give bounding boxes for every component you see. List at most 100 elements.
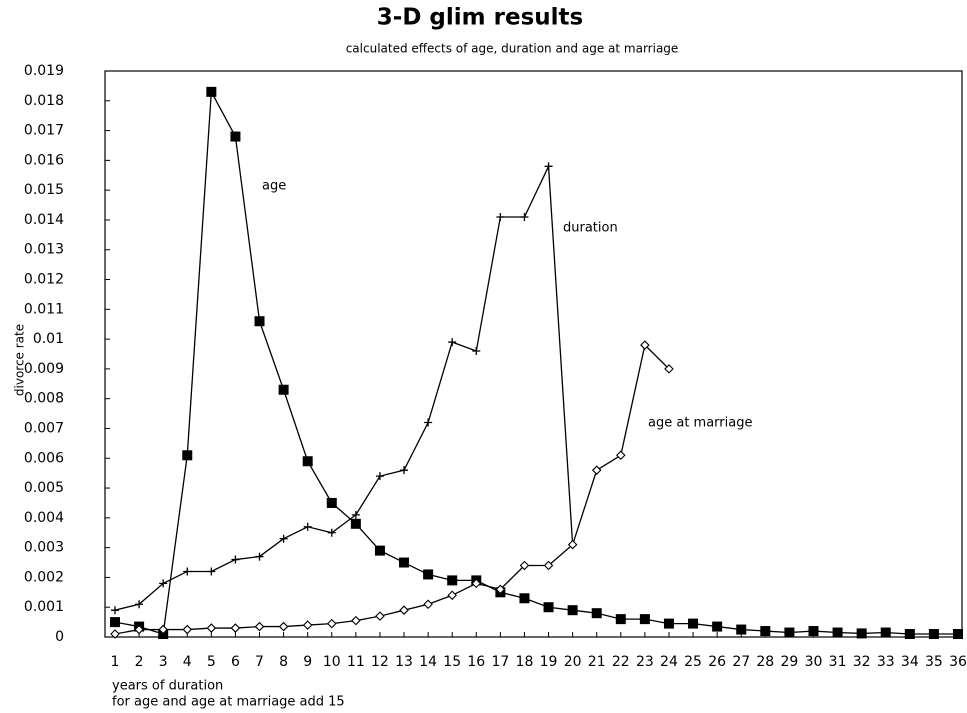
marker — [278, 384, 289, 395]
y-tick-label: 0.005 — [24, 480, 64, 496]
marker — [135, 600, 144, 609]
y-tick-label: 0.016 — [24, 152, 64, 168]
series-line — [114, 163, 574, 611]
marker — [182, 624, 193, 635]
x-axis-label: for age and age at marriage add 15 — [112, 695, 345, 710]
x-tick-label: 15 — [443, 654, 461, 670]
marker — [423, 569, 434, 580]
marker — [760, 626, 771, 637]
marker — [567, 605, 578, 616]
marker — [688, 618, 699, 629]
marker — [327, 528, 336, 537]
marker — [520, 212, 529, 221]
marker — [856, 628, 867, 639]
marker — [374, 545, 385, 556]
y-tick-label: 0 — [55, 629, 64, 645]
marker — [375, 472, 384, 481]
marker — [254, 621, 265, 632]
marker — [110, 629, 120, 639]
chart-subtitle: calculated effects of age, duration and … — [346, 42, 679, 56]
marker — [424, 418, 433, 427]
y-tick-label: 0.004 — [24, 510, 64, 526]
marker — [664, 364, 674, 374]
x-tick-label: 35 — [925, 654, 943, 670]
y-tick-label: 0.015 — [24, 182, 64, 198]
marker — [544, 162, 553, 171]
x-tick-label: 16 — [467, 654, 485, 670]
marker — [567, 539, 578, 550]
y-tick-label: 0.01 — [33, 331, 64, 347]
x-tick-label: 6 — [231, 654, 240, 670]
marker — [351, 615, 361, 626]
x-tick-label: 12 — [371, 654, 389, 670]
x-tick-label: 29 — [780, 654, 798, 670]
chart-title: 3-D glim results — [377, 5, 583, 31]
x-tick-label: 25 — [684, 654, 702, 670]
marker — [399, 557, 410, 568]
marker — [880, 627, 891, 638]
y-tick-label: 0.019 — [24, 63, 64, 79]
y-tick-label: 0.009 — [24, 361, 64, 377]
x-tick-label: 3 — [159, 654, 168, 670]
marker — [206, 86, 217, 97]
marker — [519, 593, 530, 604]
x-tick-label: 33 — [877, 654, 895, 670]
marker — [591, 608, 602, 619]
marker — [182, 450, 193, 461]
marker — [231, 555, 240, 564]
marker — [302, 620, 313, 630]
marker — [183, 567, 192, 576]
x-tick-label: 22 — [612, 654, 630, 670]
marker — [543, 560, 554, 571]
marker — [471, 578, 482, 589]
series-line — [114, 343, 670, 635]
x-tick-label: 24 — [660, 654, 678, 670]
x-tick-label: 10 — [323, 654, 341, 670]
y-tick-label: 0.008 — [24, 391, 64, 407]
marker — [302, 456, 313, 467]
marker — [375, 611, 385, 621]
y-tick-label: 0.014 — [24, 212, 64, 228]
x-tick-label: 18 — [516, 654, 534, 670]
y-tick-label: 0.007 — [24, 420, 64, 436]
x-tick-label: 13 — [395, 654, 413, 670]
marker — [904, 629, 915, 640]
x-tick-label: 26 — [708, 654, 726, 670]
marker — [400, 466, 409, 475]
marker — [784, 627, 795, 638]
y-tick-label: 0.012 — [24, 272, 64, 288]
marker — [712, 621, 723, 632]
marker — [279, 534, 288, 543]
x-tick-label: 20 — [564, 654, 582, 670]
marker — [928, 629, 939, 640]
marker — [953, 629, 963, 640]
x-tick-label: 32 — [853, 654, 871, 670]
y-tick-label: 0.018 — [24, 93, 64, 109]
marker — [326, 618, 337, 629]
x-tick-label: 27 — [732, 654, 750, 670]
x-tick-label: 11 — [347, 654, 365, 670]
marker — [639, 614, 650, 625]
x-tick-label: 7 — [255, 654, 264, 670]
x-tick-label: 31 — [829, 654, 847, 670]
marker — [399, 605, 409, 615]
marker — [230, 131, 241, 142]
y-tick-label: 0.006 — [24, 450, 64, 466]
marker — [736, 624, 747, 635]
marker — [447, 590, 457, 601]
x-tick-label: 14 — [419, 654, 437, 670]
marker — [832, 627, 843, 638]
marker — [326, 497, 337, 508]
marker — [351, 510, 360, 519]
marker — [519, 560, 530, 571]
marker — [111, 606, 119, 615]
x-tick-label: 23 — [636, 654, 654, 670]
y-tick-label: 0.003 — [24, 540, 64, 556]
x-tick-label: 5 — [207, 654, 216, 670]
marker — [808, 626, 819, 637]
marker — [278, 621, 289, 632]
marker — [591, 465, 602, 475]
plot-frame — [104, 70, 963, 638]
x-tick-label: 4 — [183, 654, 192, 670]
